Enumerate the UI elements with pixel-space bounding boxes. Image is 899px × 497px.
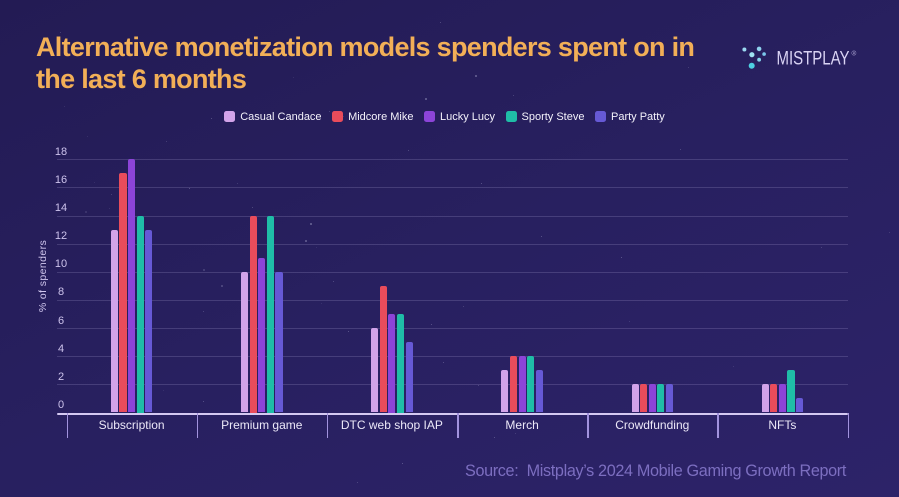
svg-text:MISTPLAY: MISTPLAY	[777, 48, 850, 70]
svg-text:®: ®	[852, 50, 857, 58]
